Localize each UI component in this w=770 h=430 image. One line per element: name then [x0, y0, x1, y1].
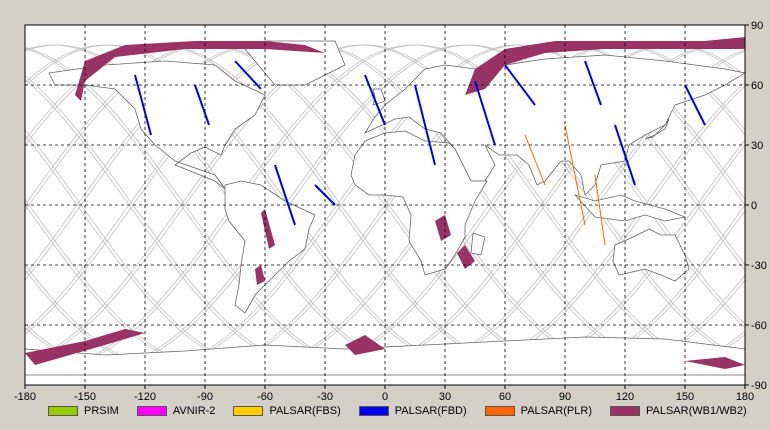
legend-swatch — [610, 406, 640, 416]
coastline — [350, 130, 488, 276]
swath-fbd — [274, 164, 296, 226]
swath-fbd — [234, 60, 262, 90]
legend-label: PALSAR(FBD) — [394, 405, 467, 417]
legend-item: PALSAR(FBD) — [358, 405, 467, 417]
legend-swatch — [484, 406, 515, 416]
coastline — [612, 228, 690, 282]
swath-wb — [685, 357, 745, 369]
swath-fbd — [614, 124, 636, 186]
plot-area — [24, 24, 747, 386]
x-tick-label: -90 — [197, 391, 213, 403]
swath-plr — [524, 134, 546, 186]
x-tick-label: -150 — [74, 391, 96, 403]
y-axis: 90 60 30 0 -30 -60 -90 — [745, 20, 767, 392]
swath-wb — [345, 335, 385, 355]
x-tick-label: 180 — [736, 391, 754, 403]
legend-swatch — [48, 406, 78, 416]
swath-plr — [564, 124, 586, 226]
swath-fbd — [364, 74, 386, 126]
legend-item: PALSAR(WB1/WB2) — [610, 405, 747, 417]
swath-fbd — [584, 60, 602, 106]
legend-swatch — [358, 406, 389, 416]
swath-wb — [255, 265, 265, 285]
y-tick-label: 60 — [751, 80, 763, 92]
y-tick-label: 0 — [751, 200, 757, 212]
swath-fbd — [194, 84, 210, 126]
x-tick-label: 30 — [439, 391, 451, 403]
legend-item: PALSAR(FBS) — [233, 405, 341, 417]
swath-plr — [594, 174, 606, 246]
swath-fbd — [414, 84, 436, 166]
legend-label: PRSIM — [84, 405, 119, 417]
swath-fbd — [474, 80, 496, 146]
legend: PRSIM AVNIR-2 PALSAR(FBS) PALSAR(FBD) PALSAR… — [48, 402, 765, 420]
legend-label: AVNIR-2 — [172, 405, 216, 417]
x-tick-label: -180 — [14, 391, 36, 403]
legend-item: PALSAR(PLR) — [484, 405, 592, 417]
legend-label: PALSAR(FBS) — [269, 405, 341, 417]
y-tick-label: -90 — [751, 380, 767, 392]
legend-label: PALSAR(WB1/WB2) — [646, 405, 747, 417]
legend-item: AVNIR-2 — [136, 405, 216, 417]
legend-swatch — [233, 406, 264, 416]
grid-lines — [25, 25, 745, 385]
y-tick-label: -30 — [751, 260, 767, 272]
swath-wb — [261, 209, 275, 249]
x-tick-label: 90 — [559, 391, 571, 403]
observation-swaths — [25, 37, 745, 369]
x-tick-label: -120 — [134, 391, 156, 403]
x-tick-label: 60 — [499, 391, 511, 403]
x-tick-label: -30 — [317, 391, 333, 403]
y-tick-label: 30 — [751, 140, 763, 152]
legend-item: PRSIM — [48, 405, 119, 417]
x-tick-label: 150 — [676, 391, 694, 403]
legend-label: PALSAR(PLR) — [520, 405, 592, 417]
y-tick-label: -60 — [751, 320, 767, 332]
coastline — [644, 118, 670, 140]
coastline — [470, 232, 486, 256]
swath-wb — [435, 215, 451, 241]
legend-swatch — [136, 406, 167, 416]
swath-wb — [457, 245, 475, 269]
x-tick-label: 0 — [382, 391, 388, 403]
x-tick-label: -60 — [257, 391, 273, 403]
coastline — [48, 60, 266, 190]
swath-wb — [465, 37, 745, 95]
swath-fbd — [684, 84, 706, 126]
y-tick-label: 90 — [751, 20, 763, 32]
x-axis: -180 -150 -120 -90 -60 -30 0 30 60 90 120 150 180 — [14, 385, 754, 403]
swath-wb — [25, 329, 145, 365]
x-tick-label: 120 — [616, 391, 634, 403]
swath-fbd — [134, 74, 152, 136]
swath-wb — [75, 41, 325, 101]
